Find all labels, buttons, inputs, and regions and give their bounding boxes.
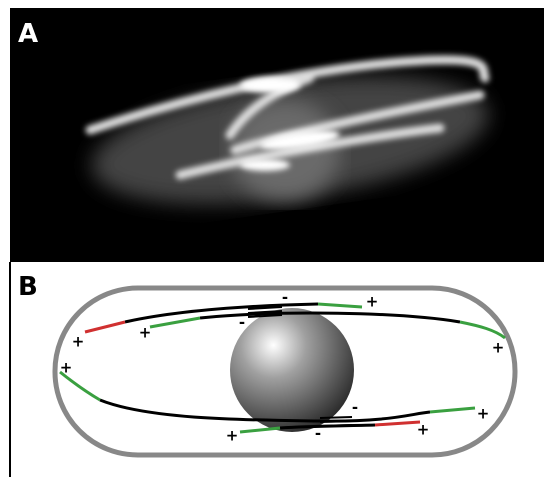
polarity-sign: + — [72, 333, 85, 351]
polarity-sign: - — [352, 399, 358, 417]
panel-label: B — [18, 272, 38, 302]
polarity-sign: + — [60, 359, 73, 377]
polarity-sign: + — [139, 324, 152, 342]
polarity-sign: + — [366, 293, 379, 311]
polarity-sign: - — [315, 425, 321, 443]
polarity-sign: - — [282, 289, 288, 307]
figure: A B - + - + + + + - + - + + — [0, 0, 544, 477]
polarity-sign: + — [492, 339, 505, 357]
micrograph — [10, 8, 544, 262]
polarity-sign: + — [417, 421, 430, 439]
nucleus — [230, 308, 354, 432]
panel-label: A — [18, 19, 38, 49]
polarity-sign: - — [239, 314, 245, 332]
polarity-sign: + — [477, 405, 490, 423]
polarity-sign: + — [226, 427, 239, 445]
